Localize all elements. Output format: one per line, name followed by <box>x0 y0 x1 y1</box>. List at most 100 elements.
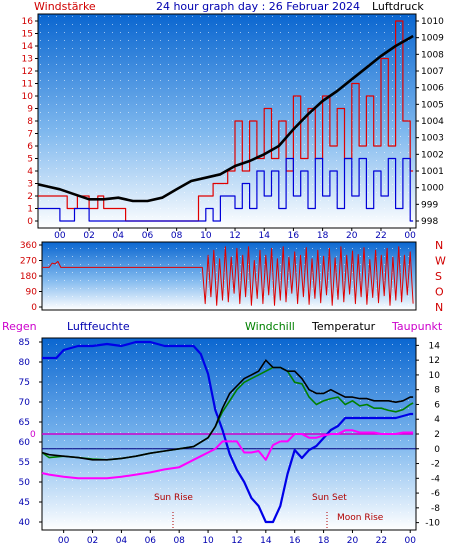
pressure-tick-label: 1002 <box>421 150 444 160</box>
wind-tick-label: 0 <box>27 217 33 227</box>
time-tick-label: 02 <box>83 231 94 241</box>
time-tick-label: 06 <box>145 536 157 546</box>
time-tick-label: 20 <box>347 536 359 546</box>
time-tick-label: 22 <box>375 231 386 241</box>
direction-letter: O <box>435 286 444 299</box>
wind-tick-label: 13 <box>22 55 33 65</box>
pressure-tick-label: 1010 <box>421 17 444 27</box>
pressure-tick-label: 1008 <box>421 50 444 60</box>
pressure-tick-label: 999 <box>421 200 438 210</box>
pressure-tick-label: 1007 <box>421 67 444 77</box>
time-tick-label: 08 <box>171 231 183 241</box>
wind-tick-label: 5 <box>27 155 33 165</box>
temperature-tick-label: 4 <box>434 415 440 425</box>
direction-letter: S <box>435 270 442 283</box>
temperature-line <box>41 359 414 461</box>
time-tick-label: 06 <box>142 231 154 241</box>
time-tick-label: 00 <box>404 231 416 241</box>
humidity-temperature-panel: 40 45 50 55 60 65 70 75 80 85 -10 -8 -6 -4 -2 0 2 4 6 8 10 1… <box>19 337 441 531</box>
humidity-tick-label: 45 <box>19 498 30 508</box>
direction-tick-label: 360 <box>20 241 37 251</box>
time-tick-label: 14 <box>258 231 270 241</box>
wind-tick-label: 12 <box>22 67 33 77</box>
pressure-tick-label: 1004 <box>421 117 444 127</box>
time-tick-label: 00 <box>404 536 416 546</box>
time-tick-label: 20 <box>346 231 358 241</box>
wind-tick-label: 9 <box>27 105 33 115</box>
time-axis-top: 00 02 04 06 08 10 12 14 16 18 20 22 00 <box>54 228 416 241</box>
time-tick-label: 08 <box>173 536 185 546</box>
pressure-axis-title: Luftdruck <box>372 0 424 13</box>
time-tick-label: 02 <box>87 536 98 546</box>
temperature-legend: Temperatur <box>311 320 376 333</box>
time-tick-label: 00 <box>54 231 66 241</box>
wind-tick-label: 4 <box>27 167 33 177</box>
time-tick-label: 00 <box>58 536 70 546</box>
dewpoint-legend: Taupunkt <box>391 320 443 333</box>
temperature-tick-label: 2 <box>434 430 440 440</box>
humidity-tick-label: 40 <box>19 518 31 528</box>
humidity-tick-label: 50 <box>19 478 31 488</box>
pressure-tick-label: 1005 <box>421 100 444 110</box>
wind-tick-label: 2 <box>27 192 33 202</box>
wind-tick-label: 14 <box>22 42 34 52</box>
direction-tick-label: 90 <box>26 288 38 298</box>
wind-tick-label: 8 <box>27 117 33 127</box>
temperature-tick-label: -8 <box>431 504 440 514</box>
pressure-line <box>37 34 414 203</box>
humidity-tick-label: 60 <box>19 438 31 448</box>
temperature-tick-label: 8 <box>434 386 440 396</box>
temperature-tick-label: -10 <box>425 519 440 529</box>
temperature-tick-label: 12 <box>429 356 440 366</box>
sunrise-label: Sun Rise <box>154 493 193 503</box>
time-tick-label: 04 <box>116 536 128 546</box>
wind-tick-label: 1 <box>27 205 33 215</box>
wind-tick-label: 15 <box>22 30 33 40</box>
time-tick-label: 18 <box>317 231 329 241</box>
direction-tick-label: 180 <box>20 272 37 282</box>
temperature-tick-label: 14 <box>429 341 441 351</box>
pressure-tick-label: 1001 <box>421 167 444 177</box>
wind-tick-label: 6 <box>27 142 33 152</box>
pressure-tick-label: 1000 <box>421 184 444 194</box>
wind-tick-label: 10 <box>22 92 34 102</box>
time-tick-label: 16 <box>289 536 301 546</box>
rain-legend: Regen <box>2 320 37 333</box>
pressure-tick-label: 1009 <box>421 34 444 44</box>
temperature-tick-label: 10 <box>429 371 441 381</box>
time-tick-label: 14 <box>260 536 272 546</box>
direction-letter: W <box>435 255 446 268</box>
chart-title: 24 hour graph day : 26 Februar 2024 <box>156 0 360 13</box>
rain-zero-label: 0 <box>30 430 36 440</box>
windchill-legend: Windchill <box>245 320 295 333</box>
temperature-tick-label: -2 <box>431 460 440 470</box>
temperature-tick-label: -4 <box>431 474 440 484</box>
sunset-label: Sun Set <box>312 493 347 503</box>
time-tick-label: 10 <box>200 231 212 241</box>
humidity-tick-label: 55 <box>19 458 30 468</box>
time-tick-label: 12 <box>231 536 242 546</box>
time-tick-label: 04 <box>113 231 125 241</box>
pressure-tick-label: 998 <box>421 217 438 227</box>
humidity-tick-label: 85 <box>19 338 30 348</box>
wind-pressure-grid <box>38 14 416 228</box>
time-tick-label: 18 <box>318 536 330 546</box>
direction-tick-label: 0 <box>31 303 37 313</box>
direction-tick-label: 270 <box>20 257 37 267</box>
temperature-tick-label: 6 <box>434 400 440 410</box>
temperature-tick-label: -6 <box>431 489 440 499</box>
wind-tick-label: 7 <box>27 130 33 140</box>
temperature-tick-label: 0 <box>434 445 440 455</box>
humidity-tick-label: 65 <box>19 418 30 428</box>
time-tick-label: 12 <box>229 231 240 241</box>
wind-tick-label: 16 <box>22 17 34 27</box>
direction-letter: N <box>435 239 443 252</box>
humidity-tick-label: 70 <box>19 398 31 408</box>
dewpoint-line <box>41 429 414 480</box>
time-axis-bottom: 00 02 04 06 08 10 12 14 16 18 20 22 00 <box>58 530 416 546</box>
wind-tick-label: 11 <box>22 80 33 90</box>
moonrise-label: Moon Rise <box>337 513 384 523</box>
